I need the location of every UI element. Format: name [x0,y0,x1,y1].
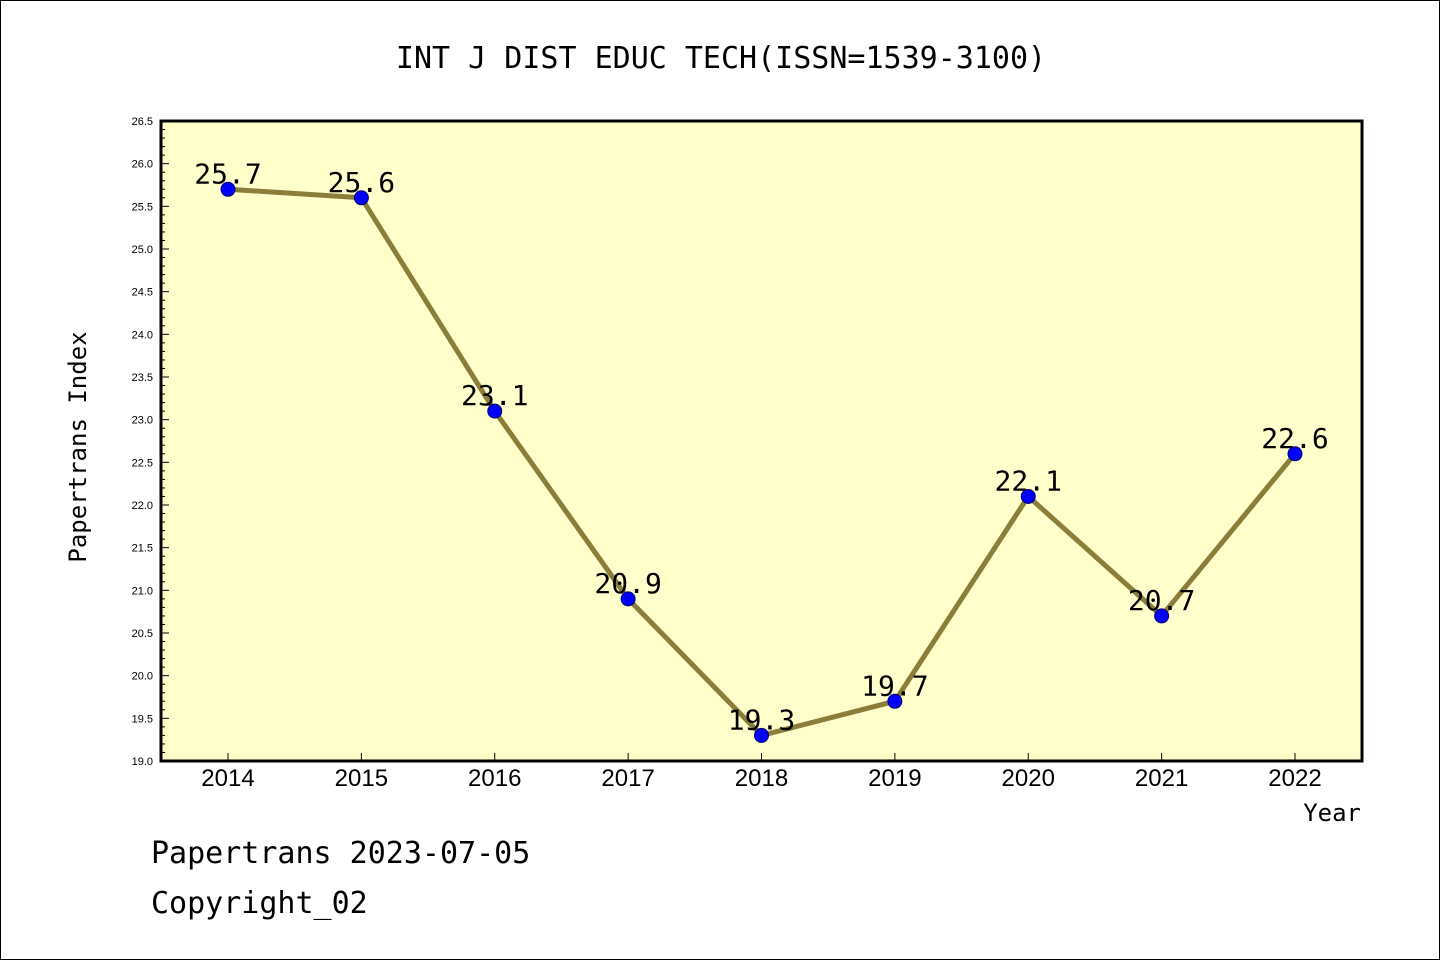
x-tick-label: 2018 [735,765,788,792]
y-tick-label: 23.0 [132,415,153,427]
data-point [1020,488,1036,504]
x-tick-label: 2015 [335,765,388,792]
y-tick-label: 22.5 [132,457,153,469]
data-label: 22.6 [1261,422,1328,455]
y-tick-label: 20.5 [132,628,153,640]
x-tick-label: 2020 [1002,765,1055,792]
data-label: 20.7 [1128,584,1195,617]
data-point [754,727,769,743]
y-tick-label: 21.5 [132,543,153,555]
y-tick-label: 21.0 [132,585,153,597]
x-tick-label: 2017 [601,765,654,792]
x-tick-label: 2014 [201,765,254,792]
data-point [1287,446,1303,462]
data-point [220,181,236,197]
y-tick-label: 26.0 [132,159,153,171]
data-label: 20.9 [594,567,661,600]
footer-date: Papertrans 2023-07-05 [151,836,531,871]
y-tick-label: 25.5 [132,201,153,213]
y-tick-label: 19.5 [132,713,153,725]
plot-area [161,121,1362,761]
y-tick-label: 24.0 [132,329,153,341]
data-label: 19.3 [728,703,795,736]
data-point [487,403,503,419]
y-tick-label: 22.0 [132,500,153,512]
y-tick-label: 19.0 [132,756,153,768]
y-tick-label: 25.0 [132,244,153,256]
x-tick-label: 2016 [468,765,521,792]
x-tick-label: 2022 [1268,765,1321,792]
data-label: 19.7 [861,669,928,702]
data-point [1154,608,1170,624]
data-point [620,591,636,607]
data-label: 25.6 [328,166,395,199]
x-axis-label: Year [1303,799,1361,827]
x-tick-label: 2019 [868,765,921,792]
data-label: 23.1 [461,379,528,412]
footer-copyright: Copyright_02 [151,886,368,921]
data-label: 22.1 [995,464,1062,497]
plot-border [159,119,1364,763]
y-tick-label: 24.5 [132,287,153,299]
y-tick-label: 26.5 [132,116,153,128]
y-axis-label: Papertrans Index [64,331,92,562]
data-label: 25.7 [194,157,261,190]
data-point [887,693,903,709]
y-tick-label: 20.0 [132,671,153,683]
y-tick-label: 23.5 [132,372,153,384]
data-point [353,190,369,206]
chart-title: INT J DIST EDUC TECH(ISSN=1539-3100) [396,41,1046,76]
x-tick-label: 2021 [1135,765,1188,792]
